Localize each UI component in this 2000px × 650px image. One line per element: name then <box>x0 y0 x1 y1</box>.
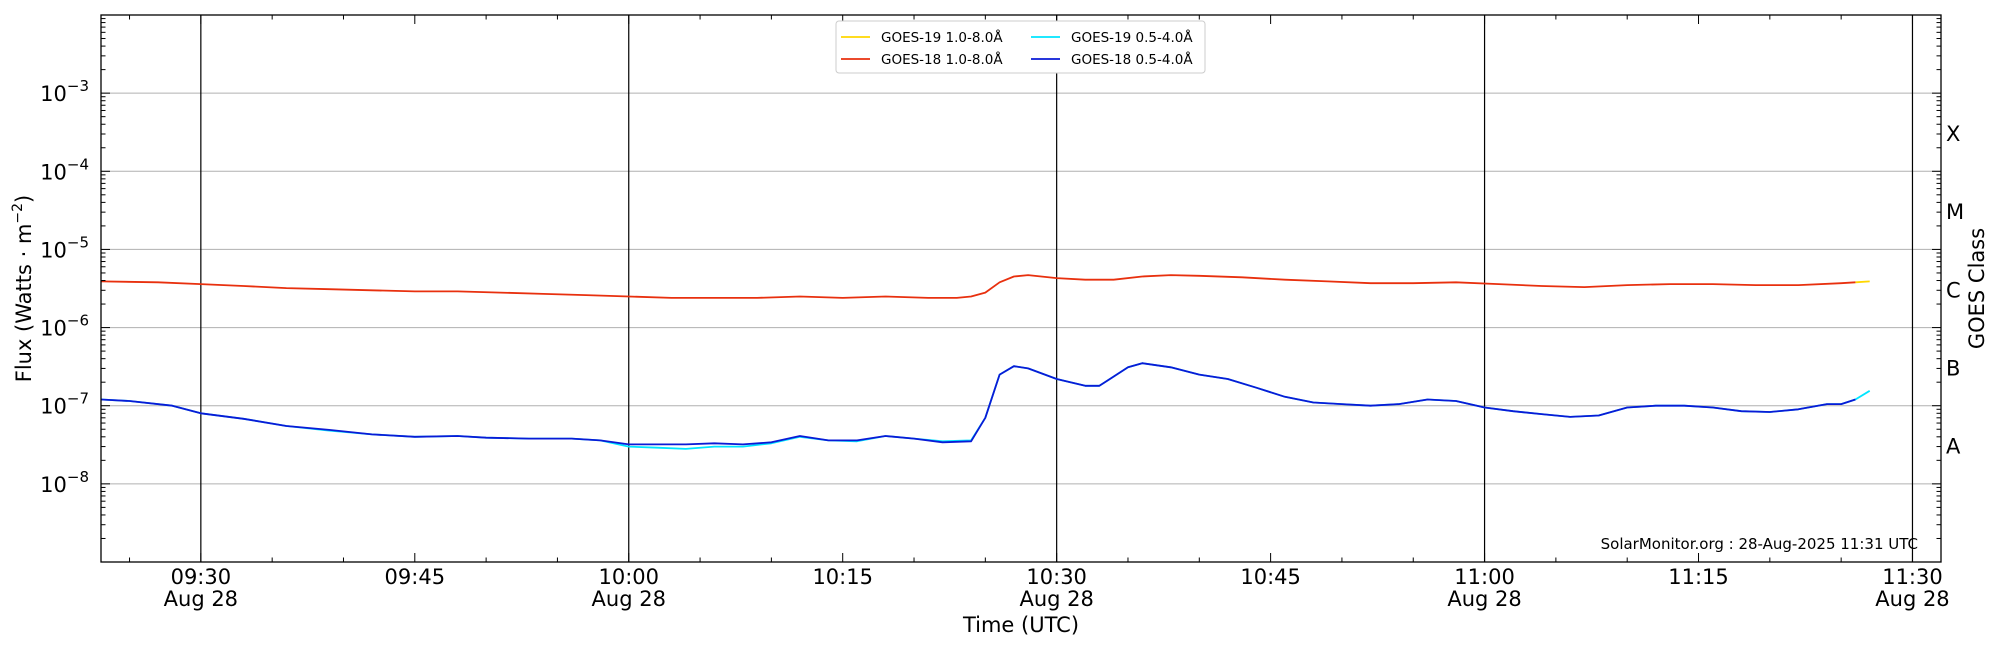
y-axis-title: Flux (Watts · m−2) <box>10 195 36 383</box>
x-tick-date-label: Aug 28 <box>1875 587 1949 611</box>
x-tick-date-label: Aug 28 <box>592 587 666 611</box>
y-tick-base: 10 <box>40 317 67 341</box>
legend-label: GOES-19 0.5-4.0Å <box>1071 29 1193 46</box>
goes-class-a: A <box>1946 435 1961 459</box>
goes-class-labels: X M C B A <box>1946 122 1964 459</box>
x-tick-label: 10:00 <box>598 565 659 589</box>
x-axis-title: Time (UTC) <box>962 613 1079 637</box>
x-tick-date-label: Aug 28 <box>1447 587 1521 611</box>
y-axis-title-exponent: −2 <box>10 203 26 224</box>
x-tick-date-label: Aug 28 <box>1019 587 1093 611</box>
legend-label: GOES-18 1.0-8.0Å <box>881 51 1003 68</box>
y-tick-base: 10 <box>40 238 67 262</box>
x-tick-label: 09:30 <box>171 565 232 589</box>
goes-class-x: X <box>1946 122 1960 146</box>
goes-class-c: C <box>1946 278 1961 302</box>
y-tick-base: 10 <box>40 160 67 184</box>
y-tick-base: 10 <box>40 82 67 106</box>
x-tick-label: 11:15 <box>1668 565 1729 589</box>
goes-class-b: B <box>1946 356 1960 380</box>
legend-box <box>835 20 1206 74</box>
y-tick-exponent: −4 <box>67 155 89 173</box>
series-line-2 <box>100 274 1856 299</box>
credit-text: SolarMonitor.org : 28-Aug-2025 11:31 UTC <box>1601 535 1918 553</box>
y-axis-ticks: 10−310−410−510−610−710−8 <box>40 18 1941 563</box>
x-tick-label: 10:30 <box>1026 565 1087 589</box>
legend-label: GOES-19 1.0-8.0Å <box>881 29 1003 46</box>
x-tick-label: 11:00 <box>1454 565 1515 589</box>
y-axis-title-close: ) <box>12 195 36 203</box>
legend: GOES-19 1.0-8.0Å GOES-18 1.0-8.0Å GOES-19 … <box>835 20 1206 74</box>
y-tick-label: 10−3 <box>40 77 89 106</box>
y-tick-base: 10 <box>40 473 67 497</box>
y-tick-exponent: −7 <box>67 390 89 408</box>
series-layer <box>100 274 1871 450</box>
y-tick-label: 10−6 <box>40 312 89 341</box>
y-tick-label: 10−4 <box>40 155 89 184</box>
grid-layer <box>101 92 1941 485</box>
y-tick-exponent: −5 <box>67 233 89 251</box>
y-tick-exponent: −3 <box>67 77 89 95</box>
series-line-0 <box>1855 280 1870 284</box>
y-tick-base: 10 <box>40 395 67 419</box>
x-tick-label: 11:30 <box>1882 565 1943 589</box>
x-tick-label: 10:15 <box>812 565 873 589</box>
y-axis-title-main: Flux (Watts · m <box>12 224 36 383</box>
plot-frame <box>100 14 1942 563</box>
right-axis-title: GOES Class <box>1965 228 1989 349</box>
y-tick-label: 10−7 <box>40 390 89 419</box>
y-tick-exponent: −6 <box>67 312 89 330</box>
y-tick-exponent: −8 <box>67 468 89 486</box>
x-tick-date-label: Aug 28 <box>164 587 238 611</box>
goes-class-m: M <box>1946 200 1964 224</box>
y-tick-label: 10−5 <box>40 233 89 262</box>
x-tick-label: 09:45 <box>385 565 446 589</box>
day-boundary-lines <box>200 15 1914 562</box>
series-line-3 <box>100 362 1856 446</box>
y-tick-label: 10−8 <box>40 468 89 497</box>
legend-label: GOES-18 0.5-4.0Å <box>1071 51 1193 68</box>
x-tick-label: 10:45 <box>1240 565 1301 589</box>
